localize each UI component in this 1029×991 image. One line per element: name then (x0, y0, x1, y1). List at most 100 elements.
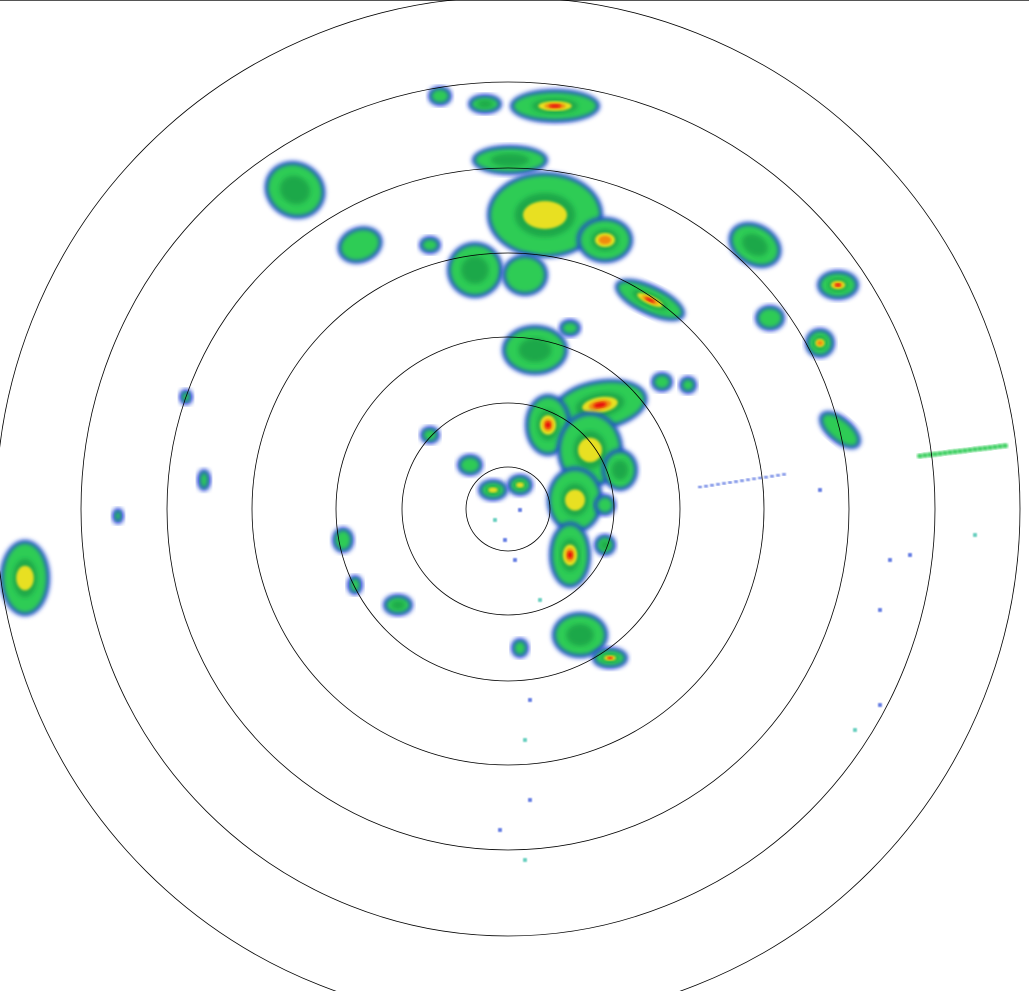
echo-cell (538, 598, 542, 602)
echo-cell (513, 558, 517, 562)
echo-cell (545, 421, 551, 429)
echo-cell (477, 100, 493, 108)
echo-cell (742, 234, 768, 256)
echo-cell (593, 402, 607, 408)
echo-cell (740, 479, 744, 482)
echo-cell (972, 446, 978, 452)
echo-cell (973, 533, 977, 537)
echo-cell (461, 256, 489, 284)
echo-cell (722, 482, 726, 485)
echo-cell (764, 475, 768, 479)
echo-cell (1002, 443, 1008, 449)
echo-cell (645, 297, 655, 303)
top-border (0, 0, 1029, 1)
echo-cell (115, 511, 121, 521)
echo-cell (528, 698, 532, 702)
echo-cell (957, 448, 963, 454)
echo-cell (523, 858, 527, 862)
precipitation-echoes (0, 86, 1008, 862)
echo-cell (523, 738, 527, 742)
echo-cell (505, 257, 545, 293)
echo-cell (431, 89, 449, 103)
echo-cell (952, 449, 958, 455)
echo-cell (516, 482, 524, 488)
range-ring-2 (401, 402, 615, 616)
echo-cell (493, 518, 497, 522)
echo-cell (888, 558, 892, 562)
echo-cell (562, 322, 578, 334)
echo-cell (817, 340, 823, 346)
echo-cell (279, 175, 311, 205)
echo-cell (567, 551, 573, 559)
echo-cell (518, 508, 522, 512)
echo-cell (598, 235, 612, 245)
echo-cell (922, 452, 928, 458)
echo-cell (728, 481, 732, 484)
echo-cell (597, 497, 613, 513)
echo-cell (710, 484, 714, 487)
echo-cell (770, 475, 774, 478)
echo-cell (200, 472, 208, 488)
echo-cell (335, 530, 351, 550)
echo-cell (607, 657, 613, 659)
echo-cell (490, 153, 530, 167)
echo-cell (758, 308, 782, 328)
echo-cell (818, 488, 822, 492)
range-ring-1 (465, 466, 551, 552)
echo-cell (932, 451, 938, 457)
echo-cell (422, 239, 438, 251)
echo-cell (16, 565, 34, 591)
echo-cell (853, 728, 857, 732)
echo-cell (962, 448, 968, 454)
echo-cell (340, 229, 380, 261)
echo-cell (992, 444, 998, 450)
echo-cell (549, 104, 561, 108)
echo-cell (503, 538, 507, 542)
echo-cell (566, 624, 594, 646)
echo-cell (350, 578, 360, 592)
echo-cell (835, 283, 841, 287)
echo-cell (967, 447, 973, 453)
echo-cell (782, 473, 786, 476)
echo-cell (528, 798, 532, 802)
echo-cell (565, 489, 585, 511)
echo-cell (488, 487, 498, 493)
echo-cell (937, 451, 943, 457)
echo-cell (682, 379, 694, 391)
echo-cell (987, 445, 993, 451)
echo-cell (654, 375, 670, 389)
echo-cell (997, 443, 1003, 449)
echo-cell (716, 483, 720, 486)
echo-cell (917, 453, 923, 459)
echo-cell (423, 429, 437, 441)
range-ring-6 (80, 81, 936, 937)
echo-cell (518, 337, 552, 363)
echo-cell (878, 703, 882, 707)
echo-cell (746, 478, 750, 481)
echo-cell (908, 553, 912, 557)
range-ring-5 (166, 167, 850, 851)
echo-cell (776, 474, 780, 477)
echo-cell (878, 608, 882, 612)
echo-cell (982, 445, 988, 451)
echo-cell (578, 437, 602, 463)
echo-cell (460, 457, 480, 473)
echo-cell (758, 476, 762, 480)
echo-cell (523, 201, 567, 229)
echo-cell (947, 449, 953, 455)
echo-cell (514, 641, 526, 655)
echo-cell (611, 460, 629, 480)
echo-cell (498, 828, 502, 832)
echo-cell (704, 484, 708, 488)
range-ring-4 (251, 252, 765, 766)
echo-cell (698, 485, 702, 489)
echo-cell (977, 446, 983, 452)
echo-cell (752, 477, 756, 481)
range-ring-3 (335, 336, 681, 682)
echo-cell (734, 480, 738, 483)
echo-cell (391, 600, 405, 610)
echo-cell (942, 450, 948, 456)
